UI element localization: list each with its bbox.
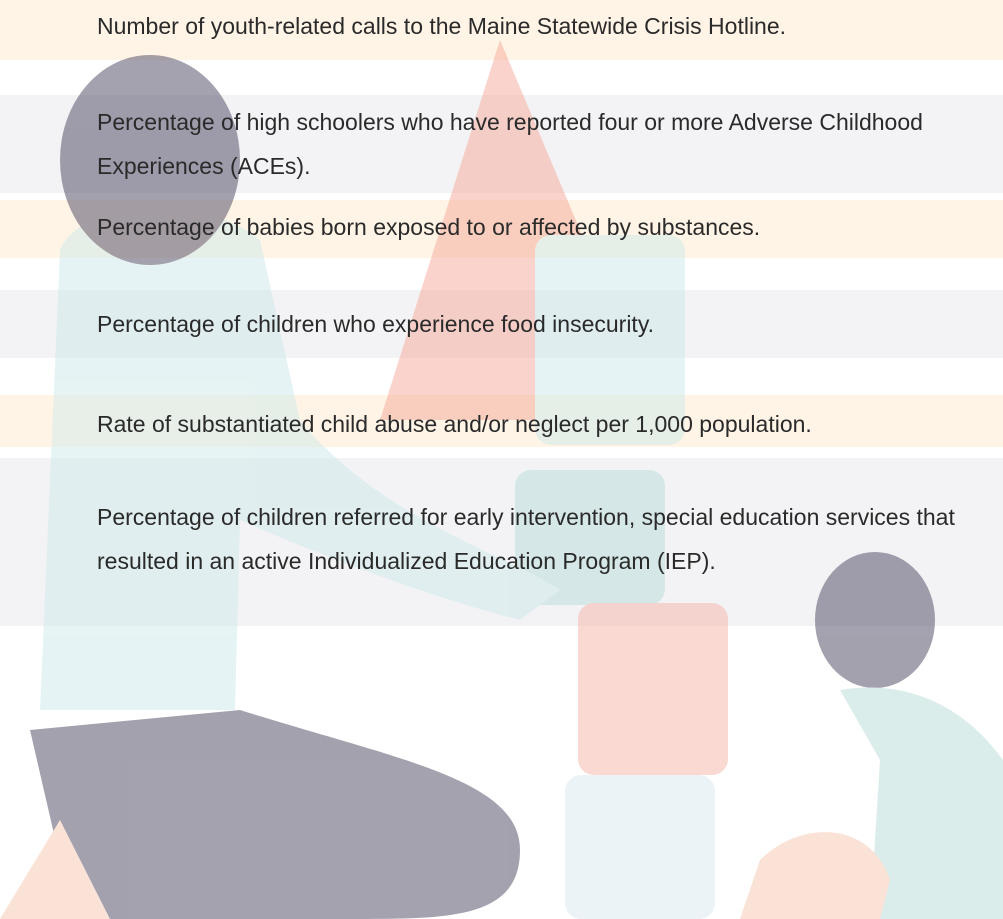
indicator-text: Percentage of children referred for earl… <box>97 495 997 583</box>
block <box>565 775 715 919</box>
child-legs <box>740 832 890 919</box>
page: Number of youth-related calls to the Mai… <box>0 0 1003 919</box>
figure-legs <box>30 710 520 919</box>
indicator-text: Percentage of babies born exposed to or … <box>97 205 997 249</box>
indicator-text: Rate of substantiated child abuse and/or… <box>97 402 997 446</box>
indicator-text: Number of youth-related calls to the Mai… <box>97 4 997 48</box>
indicator-text: Percentage of children who experience fo… <box>97 302 997 346</box>
indicator-text: Percentage of high schoolers who have re… <box>97 100 997 188</box>
block <box>578 603 728 775</box>
